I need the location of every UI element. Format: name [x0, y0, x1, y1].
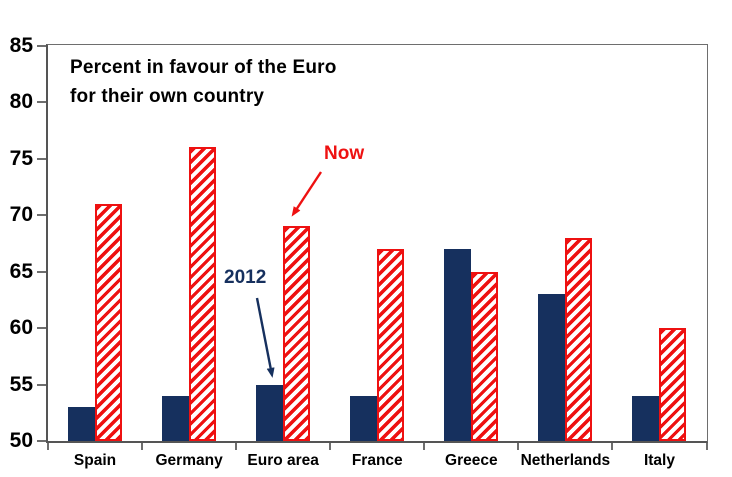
- bar-2012-germany: [162, 395, 190, 441]
- bar-2012-france: [350, 395, 378, 441]
- y-tick-mark: [37, 44, 46, 47]
- y-tick-label-60: 60: [9, 316, 33, 339]
- y-tick-mark: [37, 157, 46, 160]
- x-category-label-greece: Greece: [445, 452, 498, 469]
- plot-area: Percent in favour of the Euro for their …: [46, 44, 708, 443]
- x-tick-mark: [705, 443, 708, 450]
- bar-2012-spain: [68, 407, 96, 441]
- bar-2012-netherlands: [538, 294, 566, 441]
- x-tick-mark: [517, 443, 520, 450]
- y-tick-mark: [37, 327, 46, 329]
- y-tick-mark: [37, 214, 46, 216]
- x-tick-mark: [329, 443, 332, 450]
- y-tick-mark: [37, 270, 46, 273]
- bar-now-italy: [659, 328, 687, 441]
- y-tick-label-55: 55: [9, 372, 33, 396]
- bar-now-germany: [189, 147, 217, 441]
- x-tick-mark: [235, 443, 238, 450]
- x-category-label-netherlands: Netherlands: [520, 452, 611, 469]
- chart-title-line1: Percent in favour of the Euro: [70, 57, 337, 78]
- bar-2012-euro-area: [256, 384, 284, 441]
- y-tick-mark: [37, 440, 46, 442]
- y-tick-label-50: 50: [9, 429, 33, 452]
- y-tick-label-75: 75: [9, 146, 33, 170]
- x-tick-mark: [423, 443, 426, 450]
- x-category-label-euro-area: Euro area: [247, 452, 319, 469]
- bar-now-spain: [95, 203, 123, 441]
- y-tick-label-80: 80: [9, 90, 33, 113]
- y-tick-label-85: 85: [9, 33, 33, 57]
- bar-now-france: [377, 248, 405, 441]
- x-category-label-france: France: [351, 452, 403, 469]
- x-tick-mark: [47, 443, 49, 450]
- x-category-label-germany: Germany: [155, 452, 223, 469]
- x-tick-mark: [611, 443, 614, 450]
- chart-title: Percent in favour of the Euro for their …: [70, 53, 337, 112]
- annotation-2012-label: 2012: [224, 267, 267, 288]
- x-category-label-italy: Italy: [643, 452, 675, 469]
- annotation-now-label: Now: [324, 143, 365, 164]
- bar-now-netherlands: [565, 237, 593, 441]
- y-tick-mark: [37, 101, 46, 103]
- bar-2012-italy: [632, 395, 660, 441]
- y-tick-label-70: 70: [9, 203, 33, 226]
- x-tick-mark: [141, 443, 144, 450]
- bar-now-greece: [471, 271, 499, 441]
- y-tick-mark: [37, 383, 46, 386]
- x-category-label-spain: Spain: [73, 452, 117, 469]
- bar-now-euro-area: [283, 226, 311, 441]
- bar-2012-greece: [444, 248, 472, 441]
- chart-title-line2: for their own country: [70, 86, 265, 108]
- y-tick-label-65: 65: [9, 259, 33, 283]
